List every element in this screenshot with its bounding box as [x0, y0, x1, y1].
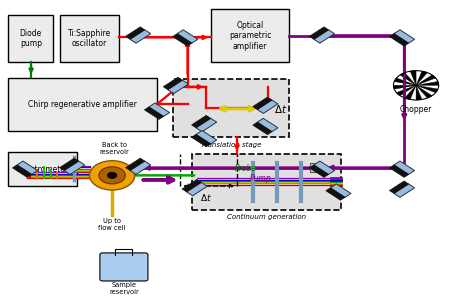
- Polygon shape: [191, 134, 211, 147]
- Wedge shape: [410, 71, 416, 85]
- Text: $\Delta t$: $\Delta t$: [274, 103, 287, 115]
- Text: $\Delta t$: $\Delta t$: [201, 192, 212, 203]
- Polygon shape: [196, 118, 217, 132]
- Text: Sample
reservoir: Sample reservoir: [109, 282, 139, 295]
- Polygon shape: [191, 116, 211, 128]
- FancyBboxPatch shape: [211, 9, 289, 63]
- Polygon shape: [253, 122, 272, 135]
- Text: Chopper: Chopper: [400, 105, 432, 115]
- Polygon shape: [257, 100, 278, 113]
- Wedge shape: [396, 85, 416, 96]
- Wedge shape: [416, 85, 438, 93]
- Polygon shape: [177, 30, 198, 43]
- Polygon shape: [394, 184, 415, 197]
- Polygon shape: [130, 30, 151, 43]
- Wedge shape: [416, 71, 428, 85]
- Text: Ti:Sapphire
oscillator: Ti:Sapphire oscillator: [68, 29, 111, 48]
- Wedge shape: [400, 73, 416, 85]
- Polygon shape: [173, 34, 192, 46]
- Polygon shape: [314, 161, 335, 174]
- Wedge shape: [416, 75, 436, 85]
- Polygon shape: [390, 181, 409, 193]
- Text: Pump: Pump: [250, 174, 272, 183]
- Polygon shape: [310, 27, 328, 39]
- Wedge shape: [416, 85, 422, 100]
- Polygon shape: [187, 182, 207, 196]
- Polygon shape: [257, 118, 278, 132]
- Circle shape: [99, 167, 125, 184]
- Polygon shape: [17, 161, 37, 174]
- FancyBboxPatch shape: [9, 152, 77, 186]
- Text: Probe: Probe: [235, 164, 256, 173]
- Circle shape: [90, 161, 135, 190]
- Polygon shape: [64, 161, 85, 174]
- Polygon shape: [310, 165, 328, 177]
- Text: Back to
reservoir: Back to reservoir: [100, 142, 129, 155]
- Polygon shape: [126, 27, 145, 39]
- Polygon shape: [12, 165, 32, 177]
- Circle shape: [108, 172, 117, 178]
- Wedge shape: [416, 85, 432, 98]
- Polygon shape: [330, 184, 351, 197]
- Polygon shape: [390, 34, 409, 46]
- Polygon shape: [168, 80, 189, 94]
- Polygon shape: [60, 158, 79, 171]
- Text: Chirp regenerative amplifier: Chirp regenerative amplifier: [28, 100, 137, 109]
- Polygon shape: [326, 188, 345, 200]
- Polygon shape: [390, 165, 409, 177]
- Polygon shape: [130, 161, 151, 174]
- Polygon shape: [126, 158, 145, 171]
- Polygon shape: [145, 107, 164, 119]
- Polygon shape: [149, 103, 170, 116]
- FancyBboxPatch shape: [173, 79, 289, 137]
- Polygon shape: [196, 131, 217, 144]
- Text: Diode
pump: Diode pump: [20, 29, 42, 48]
- Wedge shape: [405, 85, 416, 99]
- Wedge shape: [393, 85, 416, 89]
- Polygon shape: [163, 77, 182, 90]
- FancyBboxPatch shape: [100, 253, 148, 281]
- Wedge shape: [394, 78, 416, 85]
- FancyBboxPatch shape: [60, 15, 119, 63]
- Polygon shape: [394, 30, 415, 43]
- Polygon shape: [182, 180, 201, 192]
- FancyBboxPatch shape: [9, 78, 157, 131]
- Wedge shape: [416, 82, 438, 85]
- Text: Up to
flow cell: Up to flow cell: [99, 218, 126, 231]
- Text: Continuum generation: Continuum generation: [227, 214, 306, 220]
- Text: Spectrometer: Spectrometer: [17, 165, 69, 174]
- Polygon shape: [394, 161, 415, 174]
- Text: Optical
parametric
amplifier: Optical parametric amplifier: [229, 21, 271, 51]
- FancyBboxPatch shape: [192, 154, 341, 210]
- FancyBboxPatch shape: [9, 15, 53, 63]
- Text: Translation stage: Translation stage: [201, 142, 261, 148]
- Polygon shape: [253, 97, 272, 110]
- Polygon shape: [314, 30, 335, 43]
- FancyBboxPatch shape: [310, 163, 322, 172]
